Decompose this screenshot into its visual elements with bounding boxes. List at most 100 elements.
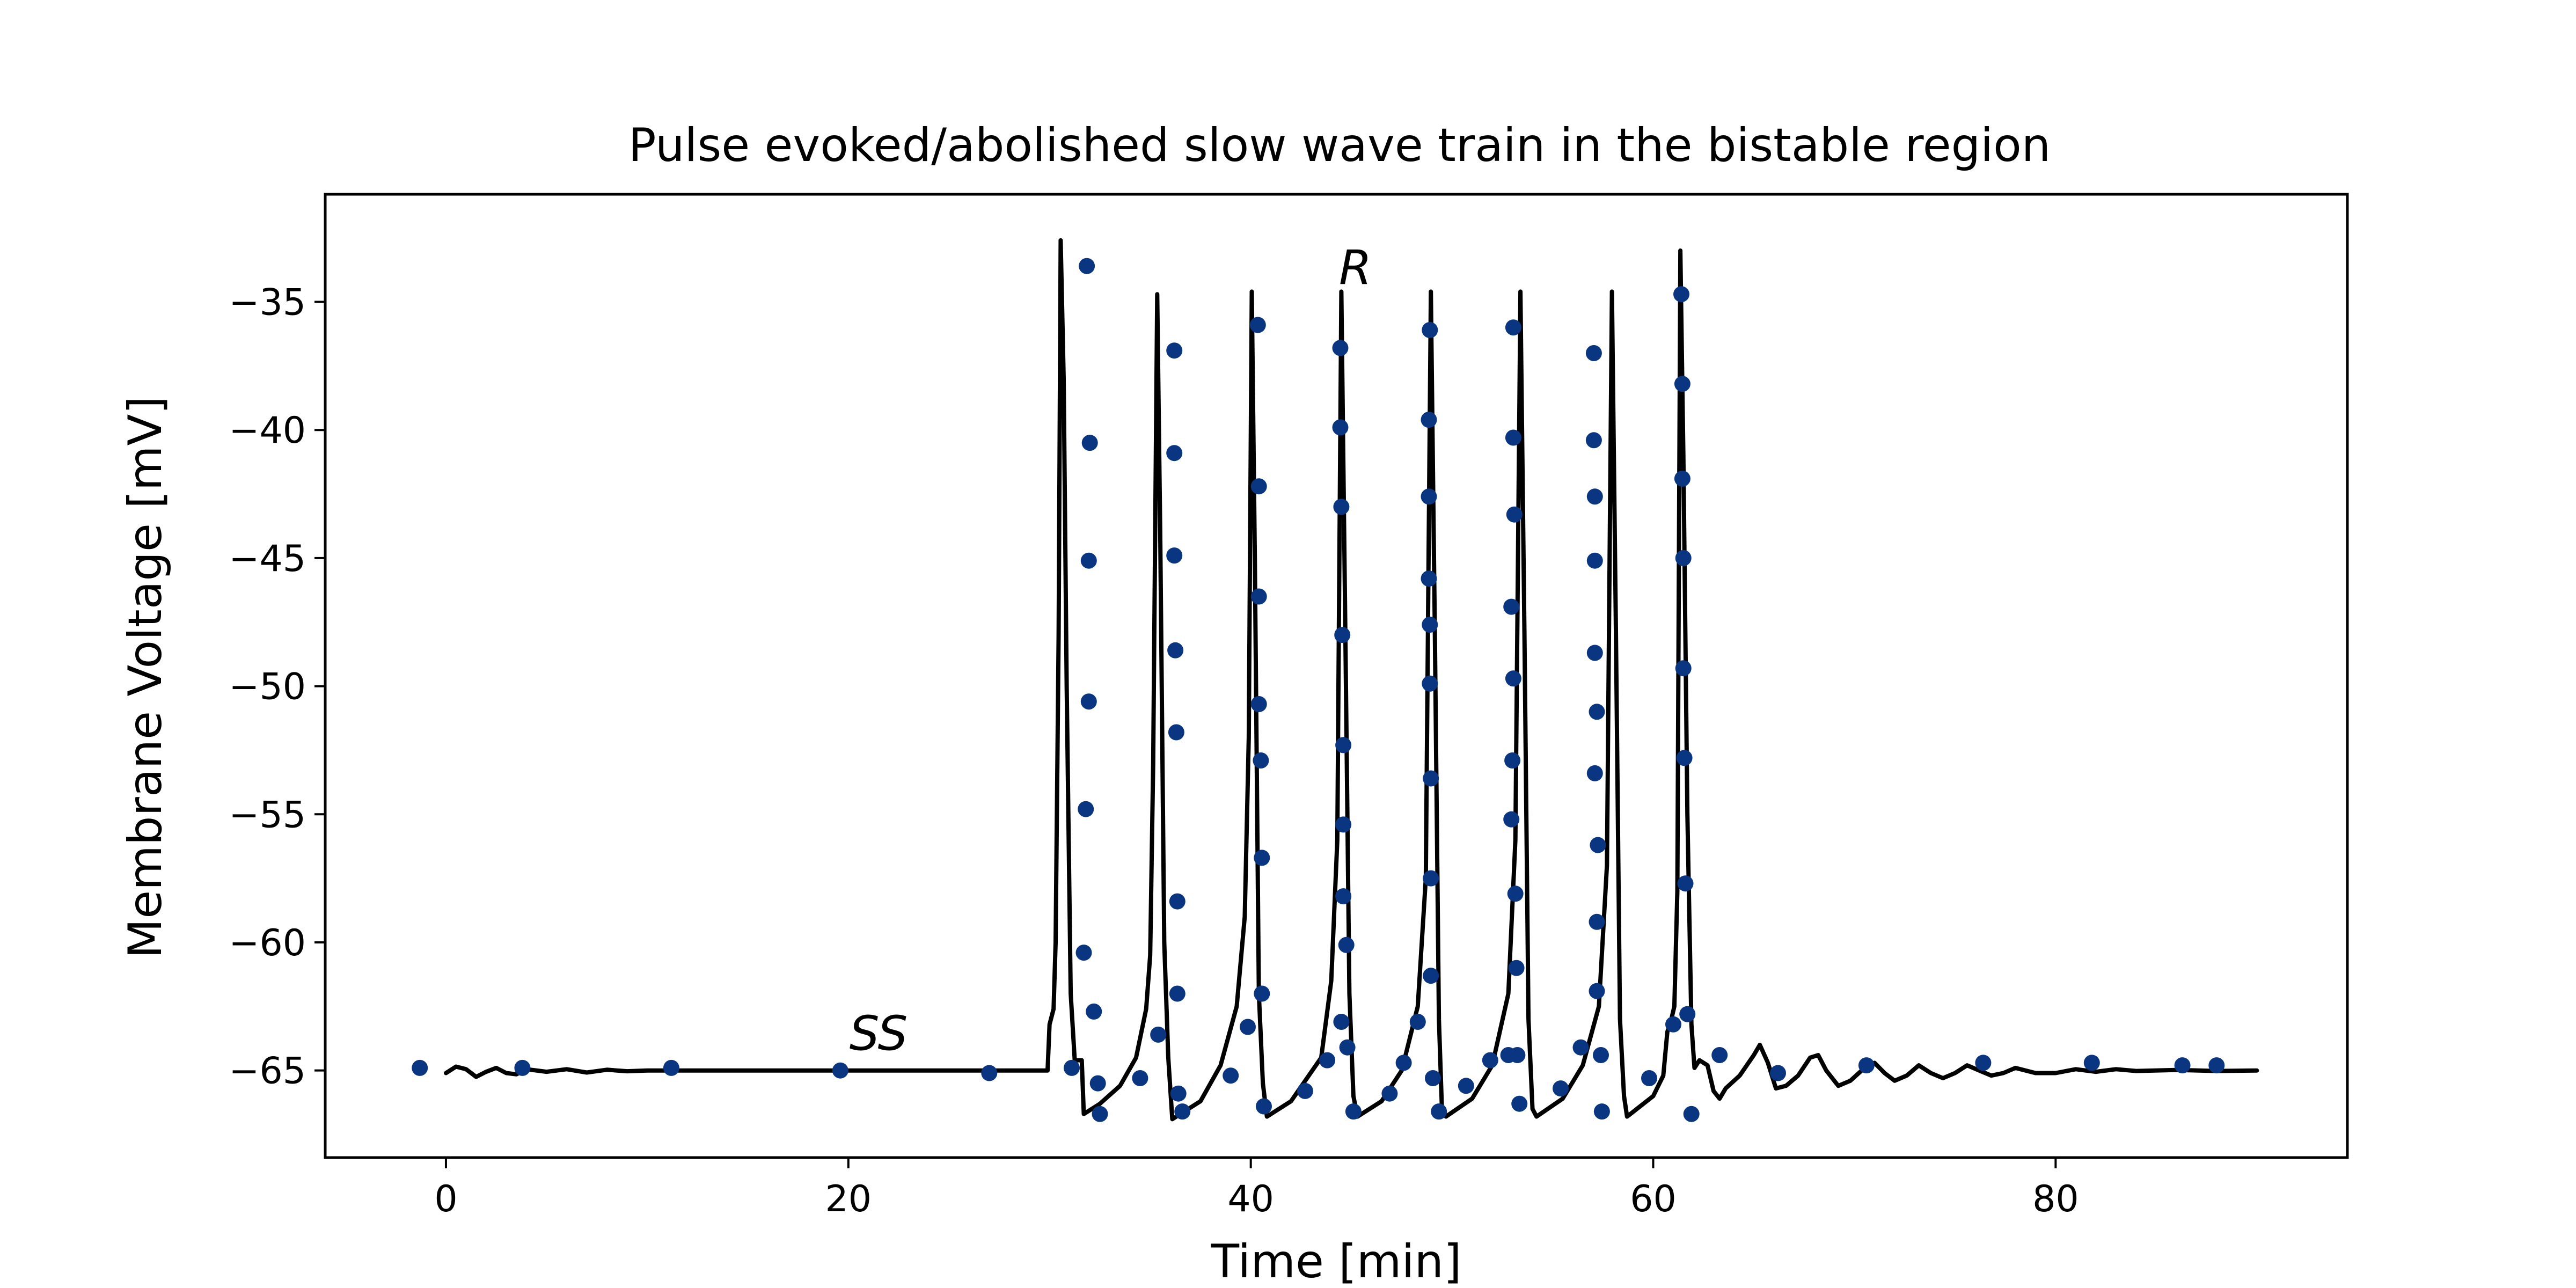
scatter-point-76 [1511, 1095, 1528, 1112]
chart-title: Pulse evoked/abolished slow wave train i… [628, 119, 2051, 172]
scatter-point-50 [1395, 1055, 1412, 1071]
scatter-point-54 [1421, 488, 1437, 505]
y-tick-label: −65 [229, 1050, 306, 1093]
scatter-point-10 [1081, 435, 1098, 451]
scatter-point-74 [1508, 960, 1525, 976]
scatter-point-7 [1078, 801, 1094, 817]
scatter-point-35 [1256, 1098, 1272, 1115]
scatter-point-26 [1223, 1067, 1239, 1084]
scatter-point-83 [1586, 645, 1603, 661]
scatter-point-85 [1586, 765, 1603, 781]
x-tick-label: 0 [434, 1178, 457, 1220]
scatter-point-96 [1675, 550, 1692, 566]
scatter-point-90 [1593, 1103, 1610, 1120]
scatter-point-43 [1335, 737, 1352, 753]
scatter-point-47 [1339, 1039, 1356, 1056]
scatter-point-88 [1589, 983, 1605, 999]
scatter-point-58 [1423, 770, 1439, 787]
scatter-point-60 [1423, 968, 1439, 984]
scatter-point-99 [1677, 875, 1694, 892]
scatter-point-80 [1585, 432, 1602, 449]
scatter-point-1 [514, 1059, 531, 1076]
scatter-point-93 [1673, 286, 1689, 303]
scatter-point-61 [1425, 1070, 1441, 1086]
scatter-point-103 [1770, 1065, 1786, 1081]
plot-area [412, 238, 2259, 1122]
scatter-point-19 [1166, 547, 1183, 564]
scatter-point-32 [1253, 752, 1269, 769]
scatter-point-52 [1422, 322, 1438, 338]
scatter-point-95 [1674, 470, 1690, 487]
annotations: SS R [850, 240, 1372, 1061]
scatter-point-94 [1674, 376, 1690, 392]
scatter-point-17 [1166, 342, 1183, 359]
scatter-point-6 [1075, 945, 1092, 961]
scatter-point-38 [1333, 1014, 1350, 1030]
y-tick-label: −60 [229, 922, 306, 964]
scatter-point-63 [1458, 1078, 1474, 1094]
scatter-point-23 [1169, 985, 1185, 1002]
scatter-point-86 [1590, 837, 1606, 853]
scatter-point-62 [1431, 1103, 1447, 1120]
scatter-point-27 [1240, 1019, 1256, 1035]
scatter-point-22 [1169, 893, 1185, 910]
scatter-point-12 [1089, 1075, 1106, 1092]
scatter-point-46 [1338, 936, 1355, 953]
scatter-point-48 [1345, 1103, 1362, 1120]
x-tick-label: 40 [1227, 1178, 1274, 1220]
scatter-point-8 [1080, 552, 1097, 569]
scatter-point-41 [1333, 499, 1350, 515]
y-tick-label: −45 [229, 538, 306, 580]
scatter-point-79 [1585, 345, 1602, 361]
scatter-point-15 [1132, 1070, 1148, 1086]
scatter-point-82 [1586, 552, 1603, 569]
scatter-point-33 [1254, 850, 1270, 866]
scatter-point-16 [1150, 1026, 1167, 1043]
scatter-point-0 [412, 1059, 428, 1076]
scatter-point-31 [1250, 696, 1267, 712]
x-axis: 0 20 40 60 80 [434, 1158, 2079, 1220]
scatter-point-53 [1421, 412, 1437, 428]
y-tick-label: −50 [229, 666, 306, 708]
y-axis-label: Membrane Voltage [mV] [119, 396, 172, 958]
scatter-point-44 [1335, 816, 1352, 833]
scatter-point-98 [1676, 750, 1693, 766]
axes-frame [324, 193, 2349, 1159]
scatter-point-66 [1505, 319, 1521, 336]
scatter-point-91 [1641, 1070, 1657, 1086]
scatter-point-92 [1665, 1016, 1681, 1033]
scatter-point-4 [981, 1065, 998, 1081]
annotation-r: R [1339, 240, 1372, 295]
scatter-point-69 [1503, 598, 1520, 615]
y-tick-label: −40 [229, 409, 306, 452]
scatter-point-64 [1482, 1052, 1498, 1069]
scatter-point-2 [663, 1059, 679, 1076]
scatter-point-29 [1250, 478, 1267, 495]
annotation-ss: SS [850, 1006, 908, 1061]
x-tick-label: 60 [1630, 1178, 1677, 1220]
scatter-point-67 [1505, 429, 1521, 446]
y-axis: −35 −40 −45 −50 −55 −60 −65 [229, 282, 325, 1093]
scatter-point-101 [1683, 1106, 1700, 1122]
scatter-point-20 [1167, 642, 1184, 658]
scatter-point-37 [1319, 1052, 1336, 1069]
scatter-point-107 [2174, 1057, 2191, 1074]
scatter-point-28 [1249, 317, 1266, 333]
scatter-point-57 [1422, 675, 1438, 692]
scatter-point-3 [832, 1062, 848, 1079]
y-tick-label: −55 [229, 794, 306, 836]
scatter-point-73 [1507, 885, 1524, 902]
scatter-point-40 [1332, 419, 1349, 436]
scatter-point-102 [1711, 1047, 1728, 1063]
scatter-point-100 [1679, 1006, 1696, 1022]
x-tick-label: 20 [825, 1178, 872, 1220]
series-line-0 [444, 238, 2259, 1122]
scatter-point-71 [1504, 752, 1521, 769]
scatter-point-21 [1168, 724, 1184, 741]
scatter-point-106 [2083, 1055, 2100, 1071]
scatter-point-14 [1079, 258, 1095, 274]
scatter-point-78 [1572, 1039, 1589, 1056]
scatter-point-34 [1254, 985, 1270, 1002]
scatter-point-70 [1505, 670, 1521, 687]
scatter-point-5 [1064, 1059, 1080, 1076]
